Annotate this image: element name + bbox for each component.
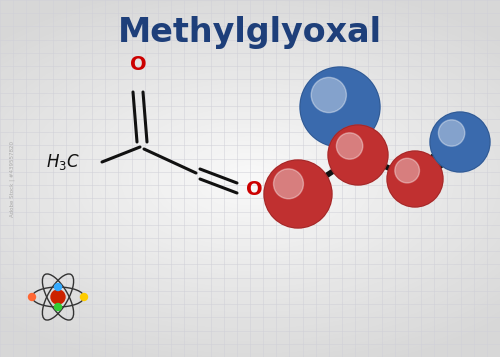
Circle shape <box>430 112 490 172</box>
Text: $H_3C$: $H_3C$ <box>46 152 80 172</box>
Circle shape <box>54 283 62 291</box>
Circle shape <box>291 191 315 215</box>
Text: O: O <box>246 180 262 198</box>
Circle shape <box>51 290 65 304</box>
Circle shape <box>336 133 363 159</box>
Circle shape <box>300 67 380 147</box>
Circle shape <box>387 151 443 207</box>
Circle shape <box>28 293 35 301</box>
Circle shape <box>410 176 429 196</box>
Circle shape <box>274 169 304 199</box>
Circle shape <box>352 152 373 173</box>
Circle shape <box>311 77 346 112</box>
Circle shape <box>438 120 465 146</box>
Circle shape <box>454 139 475 160</box>
Circle shape <box>328 125 388 185</box>
Circle shape <box>80 293 87 301</box>
Circle shape <box>264 160 332 228</box>
Text: Adobe Stock | #439557820: Adobe Stock | #439557820 <box>9 141 15 217</box>
Circle shape <box>332 103 360 131</box>
Text: Methylglyoxal: Methylglyoxal <box>118 15 382 49</box>
Circle shape <box>54 303 62 311</box>
Text: O: O <box>130 55 146 74</box>
Circle shape <box>395 158 419 183</box>
